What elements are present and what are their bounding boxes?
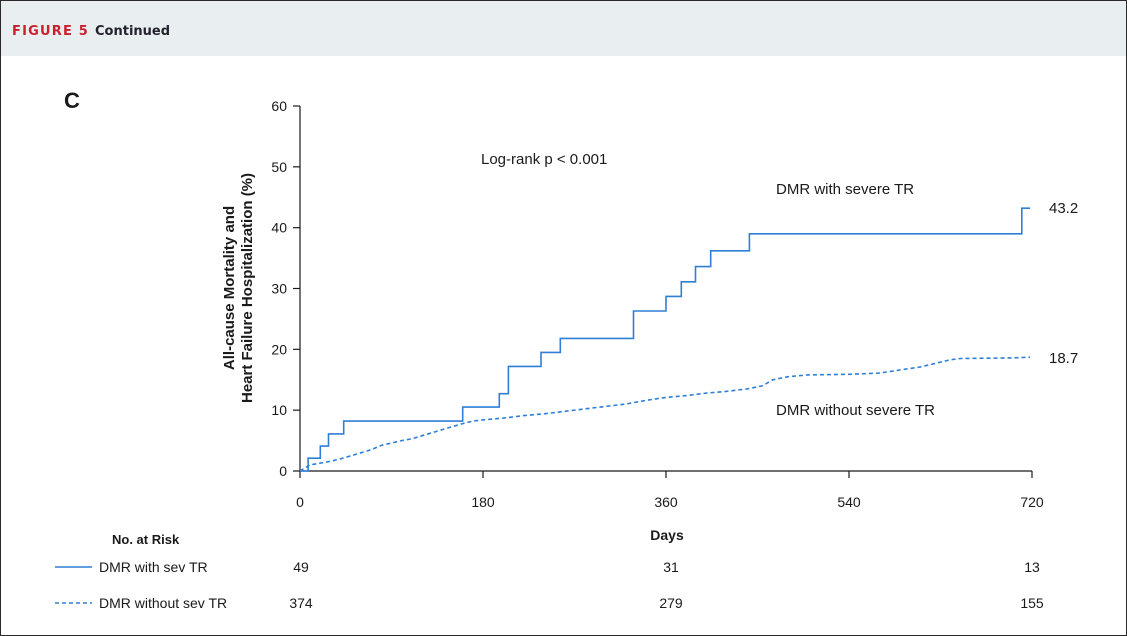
- y-tick-label: 0: [279, 463, 287, 479]
- y-tick-label: 10: [271, 402, 287, 418]
- risk-value: 155: [1020, 595, 1044, 611]
- series-line-with-severe-tr: [300, 207, 1030, 472]
- series-label-without-severe-tr: DMR without severe TR: [776, 402, 935, 419]
- figure-number: FIGURE 5: [12, 24, 90, 39]
- y-axis-label-line1: All-cause Mortality and: [221, 206, 238, 370]
- figure-header-band: [1, 1, 1126, 56]
- y-tick-label: 20: [271, 341, 287, 357]
- series-end-value: 43.2: [1049, 200, 1078, 217]
- figure-label: FIGURE 5 Continued: [12, 24, 170, 39]
- series-label-with-severe-tr: DMR with severe TR: [776, 181, 914, 198]
- panel-letter: C: [64, 88, 80, 113]
- risk-table-title: No. at Risk: [112, 532, 180, 547]
- risk-value: 279: [659, 595, 683, 611]
- risk-row-name: DMR with sev TR: [99, 559, 208, 575]
- y-tick-label: 60: [271, 98, 287, 114]
- x-axis-label: Days: [650, 527, 684, 543]
- risk-value: 13: [1024, 559, 1040, 575]
- y-tick-label: 30: [271, 281, 287, 297]
- log-rank-annotation: Log-rank p < 0.001: [481, 151, 607, 168]
- y-tick-label: 50: [271, 159, 287, 175]
- y-tick-label: 40: [271, 220, 287, 236]
- risk-value: 49: [293, 559, 309, 575]
- x-tick-label: 0: [296, 494, 304, 510]
- risk-value: 31: [663, 559, 679, 575]
- x-tick-label: 540: [837, 494, 861, 510]
- figure-continued-text: Continued: [95, 24, 171, 39]
- x-tick-label: 180: [471, 494, 495, 510]
- x-tick-label: 720: [1020, 494, 1044, 510]
- y-axis-label-line2: Heart Failure Hospitalization (%): [239, 173, 256, 403]
- series-line-without-severe-tr: [299, 356, 1031, 472]
- risk-value: 374: [289, 595, 313, 611]
- risk-row-name: DMR without sev TR: [99, 595, 227, 611]
- x-tick-label: 360: [654, 494, 678, 510]
- series-end-value: 18.7: [1049, 350, 1078, 367]
